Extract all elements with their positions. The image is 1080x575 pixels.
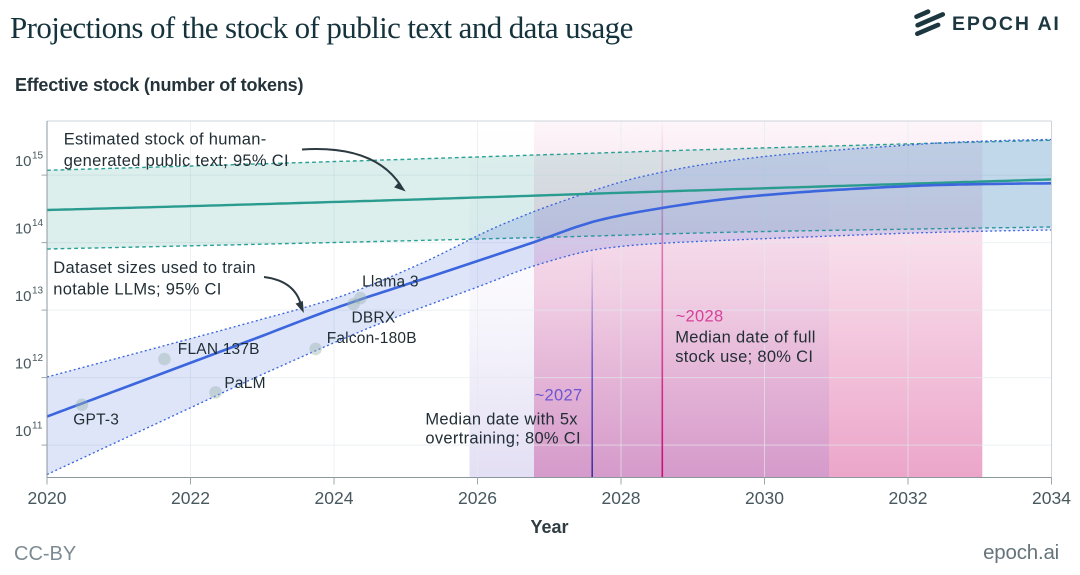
svg-text:overtraining; 80% CI: overtraining; 80% CI bbox=[425, 430, 581, 448]
svg-text:14: 14 bbox=[32, 218, 44, 229]
svg-text:2028: 2028 bbox=[602, 488, 641, 508]
svg-text:~2027: ~2027 bbox=[535, 387, 583, 405]
svg-text:Llama 3: Llama 3 bbox=[362, 273, 419, 290]
svg-text:Falcon-180B: Falcon-180B bbox=[327, 330, 417, 347]
svg-text:2020: 2020 bbox=[28, 488, 67, 508]
svg-text:13: 13 bbox=[32, 286, 44, 297]
svg-text:12: 12 bbox=[32, 353, 44, 364]
svg-text:GPT-3: GPT-3 bbox=[73, 411, 119, 428]
svg-text:11: 11 bbox=[32, 421, 43, 432]
svg-text:Dataset sizes used to train: Dataset sizes used to train bbox=[53, 259, 256, 277]
svg-text:2030: 2030 bbox=[745, 488, 784, 508]
svg-text:2034: 2034 bbox=[1032, 488, 1071, 508]
svg-text:generated public text; 95% CI: generated public text; 95% CI bbox=[64, 152, 289, 170]
svg-text:10: 10 bbox=[15, 288, 32, 305]
svg-text:notable LLMs; 95% CI: notable LLMs; 95% CI bbox=[53, 281, 221, 299]
svg-text:10: 10 bbox=[15, 356, 32, 373]
svg-text:10: 10 bbox=[15, 423, 32, 440]
svg-text:Median date with 5x: Median date with 5x bbox=[425, 410, 578, 428]
svg-text:~2028: ~2028 bbox=[676, 308, 724, 326]
svg-text:2024: 2024 bbox=[315, 488, 354, 508]
svg-text:PaLM: PaLM bbox=[224, 375, 265, 392]
svg-text:10: 10 bbox=[15, 221, 32, 238]
svg-text:Estimated stock of human-: Estimated stock of human- bbox=[64, 131, 267, 149]
svg-text:Median date of full: Median date of full bbox=[675, 329, 816, 347]
svg-text:EPOCH AI: EPOCH AI bbox=[952, 13, 1061, 35]
svg-text:2026: 2026 bbox=[458, 488, 497, 508]
svg-text:DBRX: DBRX bbox=[352, 309, 396, 326]
svg-text:15: 15 bbox=[32, 151, 44, 162]
svg-text:2022: 2022 bbox=[171, 488, 210, 508]
svg-text:2032: 2032 bbox=[889, 488, 928, 508]
svg-text:10: 10 bbox=[15, 153, 32, 170]
svg-text:stock use; 80% CI: stock use; 80% CI bbox=[675, 348, 813, 366]
svg-text:FLAN 137B: FLAN 137B bbox=[178, 341, 260, 358]
svg-text:Year: Year bbox=[530, 517, 568, 537]
